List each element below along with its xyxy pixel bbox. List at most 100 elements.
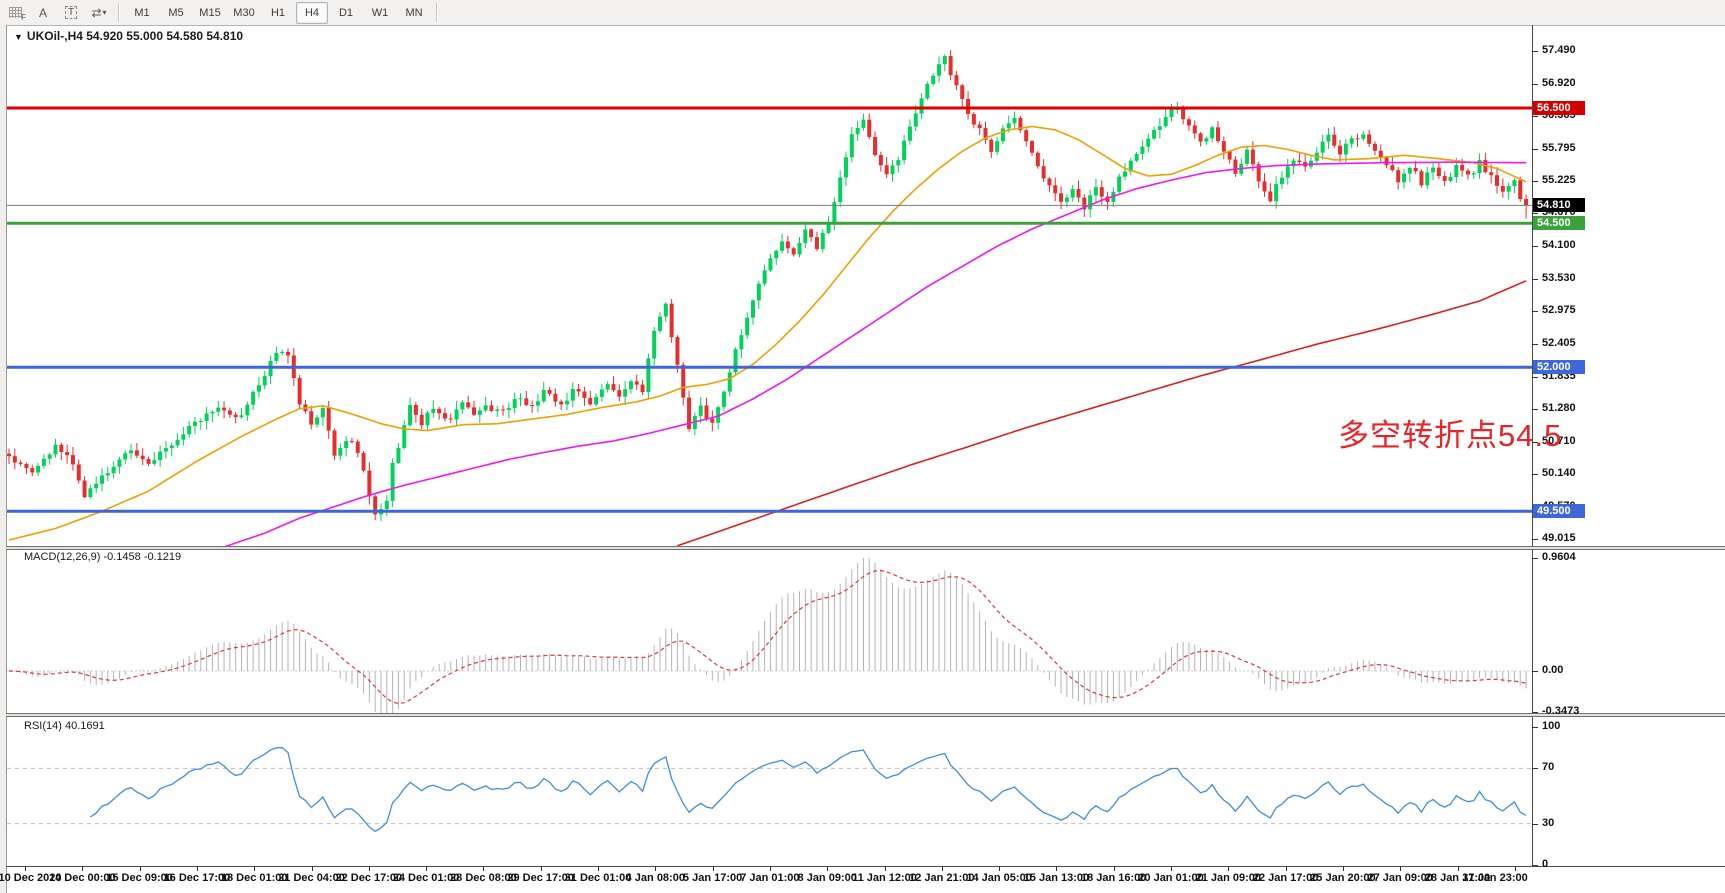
price-tick-mark — [1532, 115, 1538, 117]
price-tick-mark — [1532, 441, 1538, 443]
price-tick-mark — [1532, 376, 1538, 378]
timeframe-button-m5[interactable]: M5 — [168, 6, 184, 19]
price-tick-mark — [1532, 181, 1538, 183]
time-axis-label[interactable]: 14 Dec 00:00 — [48, 872, 116, 884]
time-axis-label[interactable]: 7 Jan 01:00 — [740, 872, 800, 884]
time-axis-label[interactable]: 10 Dec 2020 — [0, 872, 62, 884]
time-tick-mark — [1056, 866, 1058, 871]
price-tick-mark — [1532, 83, 1538, 85]
macd-label: MACD(12,26,9) -0.1458 -0.1219 — [24, 551, 182, 563]
price-tick-label: 50.710 — [1542, 434, 1576, 447]
time-axis-label[interactable]: 14 Jan 05:00 — [966, 872, 1032, 884]
time-tick-mark — [82, 866, 84, 871]
time-tick-mark — [712, 866, 714, 871]
label-a-icon[interactable]: A — [38, 5, 47, 20]
price-level-badge: 54.810 — [1533, 198, 1585, 213]
text-box-icon[interactable]: T — [58, 2, 84, 23]
time-axis-label[interactable]: 31 Dec 01:00 — [564, 872, 632, 884]
dropdown-caret-icon[interactable]: ▾ — [102, 8, 107, 17]
time-axis-label[interactable]: 25 Jan 20:00 — [1310, 872, 1376, 884]
macd-tick-mark — [1532, 558, 1538, 559]
pane-separator[interactable] — [6, 546, 1725, 550]
timeframe-button-d1[interactable]: D1 — [338, 6, 354, 19]
time-axis-label[interactable]: 28 Jan 17:00 — [1424, 872, 1491, 884]
time-tick-mark — [254, 866, 256, 871]
price-tick-label: 52.405 — [1542, 336, 1576, 349]
time-axis-label[interactable]: 16 Dec 17:00 — [163, 872, 231, 884]
pane-separator[interactable] — [6, 713, 1725, 717]
price-scale-divider — [1532, 25, 1533, 867]
symbol-dropdown-icon[interactable]: ▼ — [14, 32, 23, 42]
time-axis-label[interactable]: 5 Jan 17:00 — [682, 872, 743, 884]
time-axis-label[interactable]: 22 Jan 17:00 — [1252, 872, 1319, 884]
time-axis-label[interactable]: 21 Dec 04:00 — [278, 872, 345, 884]
time-axis-label[interactable]: 15 Jan 13:00 — [1023, 872, 1090, 884]
price-tick-mark — [1532, 246, 1538, 248]
time-axis-label[interactable]: 20 Jan 01:00 — [1138, 872, 1204, 884]
time-axis-label[interactable]: 18 Dec 01:00 — [220, 872, 288, 884]
time-tick-mark — [311, 866, 313, 871]
price-tick-label: 55.225 — [1542, 174, 1576, 187]
time-tick-mark — [769, 866, 771, 871]
time-axis-label[interactable]: 8 Jan 09:00 — [797, 872, 857, 884]
time-axis-label[interactable]: 29 Dec 17:00 — [507, 872, 575, 884]
price-level-badge: 49.500 — [1533, 504, 1585, 519]
time-tick-mark — [999, 866, 1001, 871]
time-axis-label[interactable]: 31 Jan 23:00 — [1462, 872, 1528, 884]
price-level-badge: 54.500 — [1533, 216, 1585, 231]
moving-average-line — [224, 161, 1527, 546]
time-tick-mark — [884, 866, 886, 871]
time-axis-label[interactable]: 21 Jan 09:00 — [1195, 872, 1262, 884]
timeframe-button-m15[interactable]: M15 — [199, 6, 221, 19]
time-tick-mark — [1457, 866, 1459, 871]
candlestick-series — [7, 50, 1529, 522]
timeframe-button-h1[interactable]: H1 — [270, 6, 286, 19]
time-axis-label[interactable]: 28 Dec 08:00 — [450, 872, 517, 884]
rsi-tick-label: 70 — [1542, 761, 1555, 774]
rsi-label: RSI(14) 40.1691 — [24, 720, 105, 732]
grid-fractal-icon[interactable]: F — [2, 2, 28, 23]
timeframe-button-h4[interactable]: H4 — [296, 1, 328, 24]
macd-histogram — [14, 558, 1527, 713]
toolbar-separator — [436, 3, 438, 22]
chart-annotation-text[interactable]: 多空转折点54.5 — [1338, 418, 1563, 453]
toolbar-separator — [118, 3, 120, 22]
price-level-badge: 52.000 — [1533, 360, 1585, 375]
price-tick-mark — [1532, 311, 1538, 313]
macd-signal-line — [8, 569, 1527, 705]
time-axis-label[interactable]: 27 Jan 09:00 — [1367, 872, 1433, 884]
time-axis-label[interactable]: 22 Dec 17:00 — [335, 872, 403, 884]
macd-tick-mark — [1532, 711, 1538, 713]
symbol-ohlc-title[interactable]: ▼ UKOil-,H4 54.920 55.000 54.580 54.810 — [14, 29, 244, 43]
time-axis-label[interactable]: 18 Jan 16:00 — [1080, 872, 1147, 884]
rsi-tick-label: 0 — [1542, 858, 1549, 870]
time-tick-mark — [1285, 866, 1287, 871]
time-tick-mark — [368, 866, 370, 871]
timeframe-button-m30[interactable]: M30 — [233, 6, 255, 19]
timeframe-button-mn[interactable]: MN — [405, 6, 423, 19]
time-tick-mark — [483, 866, 485, 871]
cycle-arrows-icon[interactable]: ⇄ ▾ — [91, 5, 107, 20]
moving-average-line — [677, 280, 1527, 546]
time-tick-mark — [139, 866, 141, 871]
time-axis-label[interactable]: 24 Dec 01:00 — [392, 872, 460, 884]
timeframe-button-m1[interactable]: M1 — [134, 6, 150, 19]
time-tick-mark — [827, 866, 829, 871]
time-axis-label[interactable]: 15 Dec 09:00 — [106, 872, 173, 884]
rsi-tick-mark — [1532, 865, 1538, 866]
time-tick-mark — [1342, 866, 1344, 871]
macd-tick-mark — [1532, 671, 1538, 672]
price-tick-label: 55.795 — [1542, 141, 1576, 154]
time-tick-mark — [1113, 866, 1115, 871]
rsi-tick-mark — [1532, 823, 1538, 825]
time-axis-label[interactable]: 11 Jan 12:00 — [852, 872, 917, 884]
time-axis-label[interactable]: 4 Jan 08:00 — [625, 872, 685, 884]
price-tick-label: 54.100 — [1542, 239, 1576, 252]
chart-left-frame — [0, 25, 7, 893]
timeframe-button-w1[interactable]: W1 — [371, 6, 389, 19]
time-tick-mark — [941, 866, 943, 871]
time-axis-label[interactable]: 12 Jan 21:00 — [909, 872, 975, 884]
timeframe-buttons: M1 M5 M15 M30 H1 H4 D1 W1 MN — [126, 1, 430, 24]
toolbar: F A T ⇄ ▾ M1 M5 M15 M30 H1 H4 D1 W1 MN — [0, 0, 1725, 26]
